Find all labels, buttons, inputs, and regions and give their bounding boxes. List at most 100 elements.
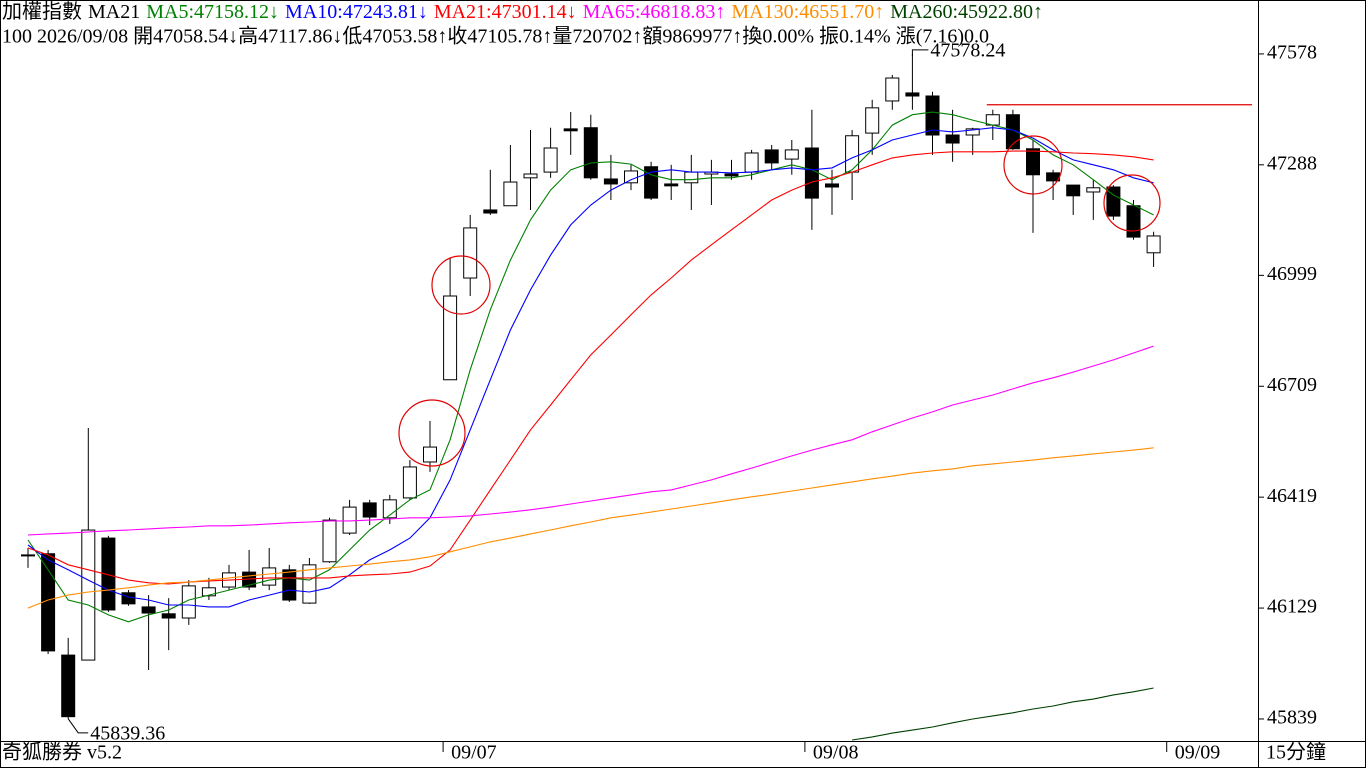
- candle-body: [925, 95, 940, 136]
- axis-panel-bg: [1259, 0, 1366, 741]
- legend-entry: MA260:45922.80: [890, 1, 1033, 23]
- y-tick-label: 46709: [1267, 374, 1317, 396]
- candle-body: [1086, 187, 1101, 193]
- ma-line: [27, 345, 1154, 536]
- x-tick-label: 09/07: [451, 742, 497, 764]
- candle-body: [262, 567, 277, 586]
- candle-body: [724, 173, 739, 177]
- high-label: 47578.24: [930, 39, 1005, 61]
- candle-body: [905, 92, 920, 97]
- candle-body: [744, 152, 759, 173]
- candle-body: [664, 183, 679, 187]
- ma-line: [27, 127, 1154, 608]
- header: 加權指數 MA21 MA5:47158.12↓ MA10:47243.81↓ MA21:…: [2, 0, 1043, 48]
- legend-arrow: ↑: [1033, 1, 1043, 23]
- candle-body: [181, 585, 196, 619]
- candle-body: [684, 171, 699, 184]
- candle-body: [804, 147, 819, 199]
- chart-title: 加權指數: [2, 0, 82, 23]
- price-axis-panel: 47578 47288 46999 46709 46419 46129 45839: [1258, 0, 1366, 768]
- candle-body: [563, 128, 578, 132]
- legend-entry: MA65:46818.83: [583, 1, 716, 23]
- candle-body: [121, 592, 136, 605]
- y-tick-label: 45839: [1267, 707, 1317, 729]
- candle-body: [282, 569, 297, 601]
- candle-body: [342, 506, 357, 534]
- candle-body: [463, 227, 478, 279]
- candle-body: [1146, 235, 1161, 254]
- candle-body: [302, 564, 317, 604]
- legend-arrow: ↓: [567, 1, 577, 23]
- legend-arrow: ↓: [269, 1, 279, 23]
- y-tick-label: 47288: [1267, 152, 1317, 174]
- legend-arrow: ↓: [418, 1, 428, 23]
- ma-line: [27, 111, 1154, 623]
- candle-body: [141, 606, 156, 614]
- legend-arrow: ↑: [874, 1, 884, 23]
- legend-entry: MA10:47243.81: [285, 1, 418, 23]
- candle-body: [21, 554, 35, 557]
- info-line: 100 2026/09/08 開47058.54↓高47117.86↓低4705…: [2, 25, 989, 48]
- candle-body: [1005, 114, 1020, 150]
- period-label: 15分鐘: [1266, 741, 1326, 764]
- candle-body: [161, 613, 176, 619]
- candle-body: [1126, 205, 1141, 238]
- y-tick-label: 46129: [1267, 596, 1317, 618]
- y-tick-label: 46419: [1267, 485, 1317, 507]
- candle-body: [945, 134, 960, 144]
- candle-body: [483, 209, 498, 214]
- candle-body: [845, 135, 860, 173]
- highlight-circle: [431, 255, 491, 315]
- highlight-circle: [398, 399, 466, 467]
- candle-body: [503, 181, 518, 207]
- ma-line: [27, 150, 1154, 585]
- candle-body: [402, 466, 417, 499]
- candle-body: [1066, 184, 1081, 197]
- y-tick-label: 46999: [1267, 263, 1317, 285]
- header-line: 加權指數 MA21 MA5:47158.12↓ MA10:47243.81↓ MA21:…: [2, 0, 1043, 23]
- indicator-name: MA21: [88, 1, 140, 23]
- candle-body: [885, 77, 900, 102]
- candle-body: [865, 107, 880, 134]
- legend-entry: MA21:47301.14: [434, 1, 567, 23]
- legend-entry: MA130:46551.70: [731, 1, 874, 23]
- candle-body: [825, 183, 839, 188]
- candle-body: [362, 502, 377, 518]
- candle-body: [443, 295, 458, 381]
- candle-body: [423, 446, 437, 463]
- candle-body: [583, 127, 598, 179]
- leader-line: [67, 718, 89, 734]
- candle-body: [624, 170, 638, 184]
- candle-body: [81, 529, 96, 661]
- legend-entry: MA5:47158.12: [146, 1, 269, 23]
- candle-body: [965, 128, 980, 136]
- candle-body: [61, 654, 76, 718]
- x-tick-label: 09/08: [813, 742, 859, 764]
- bottom-bar: 奇狐勝券 v5.2 15分鐘 09/07 09/08 09/09: [0, 741, 1366, 764]
- y-tick-label: 47578: [1267, 42, 1317, 64]
- plot-area: 47578.24 45839.36: [21, 39, 1252, 744]
- annotation-circles: [398, 135, 1161, 467]
- legend-arrow: ↑: [715, 1, 725, 23]
- candle-body: [784, 149, 799, 160]
- candle-body: [1026, 148, 1040, 176]
- candle-body: [603, 178, 618, 185]
- leader-line: [911, 49, 929, 56]
- low-label: 45839.36: [90, 722, 165, 744]
- candle-body: [764, 149, 779, 164]
- ma-line: [27, 447, 1154, 609]
- x-tick-label: 09/09: [1175, 742, 1221, 764]
- candle-body: [322, 519, 337, 563]
- highlight-circle: [1103, 174, 1161, 232]
- candle-body: [543, 147, 558, 173]
- candle-body: [201, 587, 216, 597]
- highlight-circle: [1003, 135, 1063, 195]
- candle-body: [644, 166, 659, 199]
- candle-body: [1106, 186, 1121, 217]
- candle-body: [523, 173, 538, 179]
- footer-brand: 奇狐勝券 v5.2: [2, 741, 122, 764]
- ma-line: [852, 687, 1154, 741]
- candle-body: [101, 537, 116, 611]
